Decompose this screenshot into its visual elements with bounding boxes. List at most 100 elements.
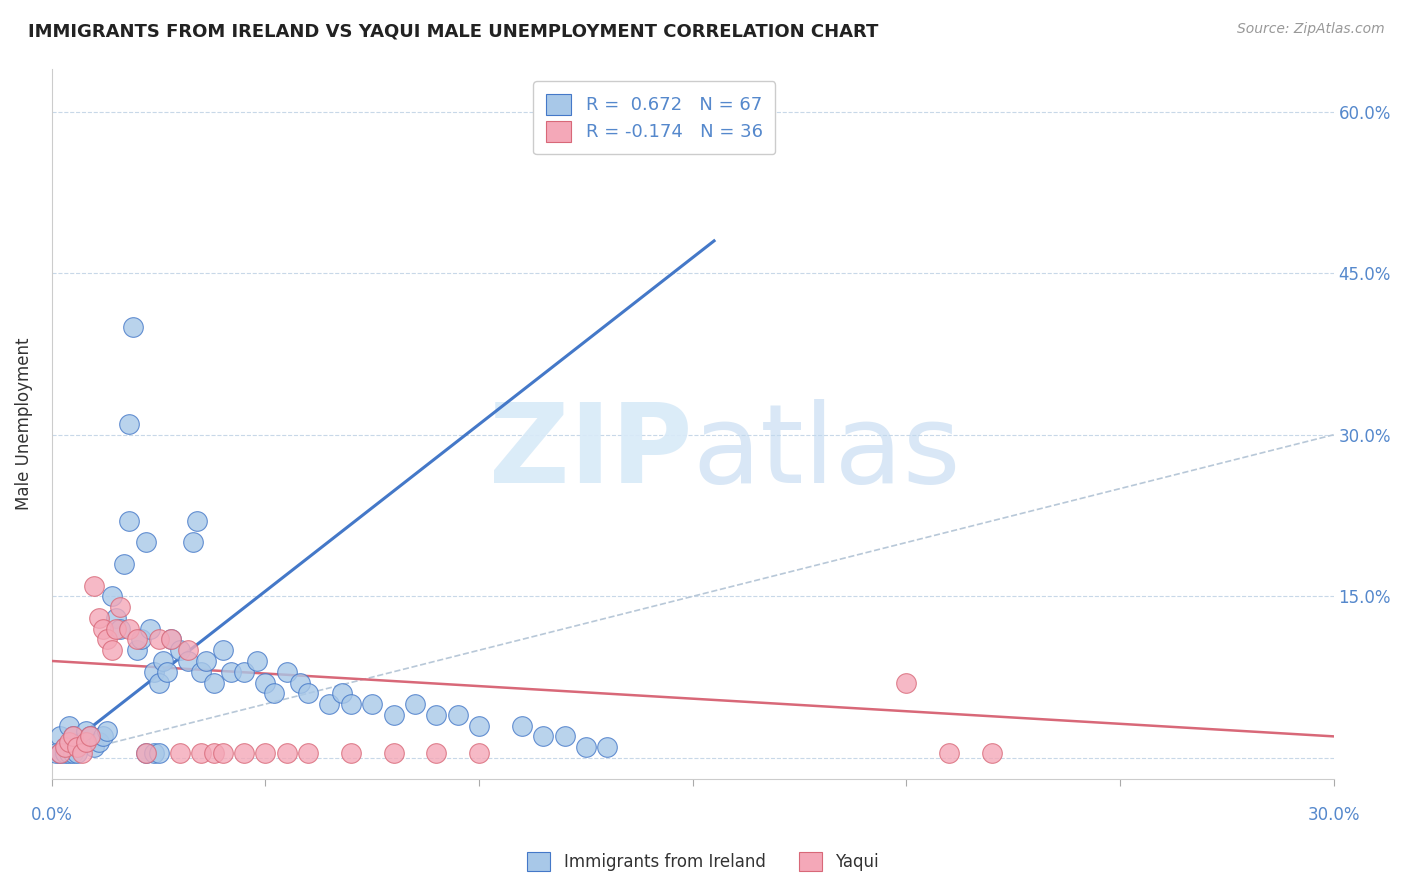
Point xyxy=(177,654,200,668)
Point xyxy=(177,643,200,657)
Point xyxy=(297,686,319,700)
Point xyxy=(233,746,256,760)
Point xyxy=(531,730,554,744)
Point xyxy=(143,746,166,760)
Point xyxy=(980,746,1002,760)
Point xyxy=(152,654,174,668)
Text: Source: ZipAtlas.com: Source: ZipAtlas.com xyxy=(1237,22,1385,37)
Point xyxy=(75,723,97,738)
Text: atlas: atlas xyxy=(693,399,962,506)
Point xyxy=(58,746,80,760)
Point xyxy=(131,632,153,647)
Point xyxy=(118,417,141,431)
Point xyxy=(211,643,233,657)
Point xyxy=(160,632,183,647)
Point xyxy=(112,557,135,571)
Point xyxy=(83,578,105,592)
Point xyxy=(211,746,233,760)
Y-axis label: Male Unemployment: Male Unemployment xyxy=(15,338,32,510)
Point xyxy=(169,643,191,657)
Point xyxy=(160,632,183,647)
Point xyxy=(190,665,212,679)
Text: 30.0%: 30.0% xyxy=(1308,806,1360,824)
Point xyxy=(425,746,447,760)
Point xyxy=(53,740,76,755)
Point xyxy=(468,746,491,760)
Point xyxy=(139,622,162,636)
Point xyxy=(70,746,93,760)
Point xyxy=(340,746,363,760)
Point xyxy=(288,675,311,690)
Point xyxy=(194,654,217,668)
Point xyxy=(79,730,101,744)
Point xyxy=(96,632,118,647)
Point xyxy=(330,686,353,700)
Point xyxy=(135,746,157,760)
Point xyxy=(45,746,67,760)
Point xyxy=(79,730,101,744)
Point xyxy=(122,320,145,334)
Point xyxy=(404,697,426,711)
Point xyxy=(510,718,533,732)
Point xyxy=(202,746,225,760)
Point xyxy=(135,535,157,549)
Point xyxy=(156,665,179,679)
Point xyxy=(127,643,149,657)
Point xyxy=(575,740,598,755)
Point xyxy=(96,723,118,738)
Point xyxy=(425,707,447,722)
Point xyxy=(53,740,76,755)
Point xyxy=(143,665,166,679)
Point xyxy=(53,746,76,760)
Point xyxy=(254,675,277,690)
Point xyxy=(135,746,157,760)
Point xyxy=(70,735,93,749)
Point xyxy=(66,740,89,755)
Point xyxy=(938,746,960,760)
Point xyxy=(148,675,170,690)
Point xyxy=(118,622,141,636)
Point xyxy=(382,707,405,722)
Point xyxy=(62,730,84,744)
Point xyxy=(276,665,298,679)
Point xyxy=(148,746,170,760)
Point xyxy=(297,746,319,760)
Point xyxy=(447,707,470,722)
Point xyxy=(87,735,110,749)
Point xyxy=(91,622,114,636)
Point xyxy=(190,746,212,760)
Point xyxy=(219,665,242,679)
Point xyxy=(100,643,122,657)
Point xyxy=(104,611,127,625)
Point xyxy=(87,611,110,625)
Point xyxy=(100,590,122,604)
Point xyxy=(361,697,384,711)
Point xyxy=(58,718,80,732)
Point xyxy=(276,746,298,760)
Point xyxy=(181,535,204,549)
Point xyxy=(263,686,285,700)
Point xyxy=(91,730,114,744)
Point xyxy=(148,632,170,647)
Point xyxy=(118,514,141,528)
Point xyxy=(186,514,208,528)
Point xyxy=(254,746,277,760)
Point xyxy=(233,665,256,679)
Point xyxy=(49,746,72,760)
Point xyxy=(58,735,80,749)
Point xyxy=(49,746,72,760)
Point xyxy=(202,675,225,690)
Text: ZIP: ZIP xyxy=(489,399,693,506)
Point xyxy=(66,746,89,760)
Point xyxy=(340,697,363,711)
Point xyxy=(66,740,89,755)
Point xyxy=(108,622,131,636)
Point xyxy=(108,600,131,615)
Point xyxy=(246,654,269,668)
Text: IMMIGRANTS FROM IRELAND VS YAQUI MALE UNEMPLOYMENT CORRELATION CHART: IMMIGRANTS FROM IRELAND VS YAQUI MALE UN… xyxy=(28,22,879,40)
Point xyxy=(83,740,105,755)
Legend: R =  0.672   N = 67, R = -0.174   N = 36: R = 0.672 N = 67, R = -0.174 N = 36 xyxy=(533,81,775,154)
Point xyxy=(62,746,84,760)
Point xyxy=(169,746,191,760)
Point xyxy=(318,697,340,711)
